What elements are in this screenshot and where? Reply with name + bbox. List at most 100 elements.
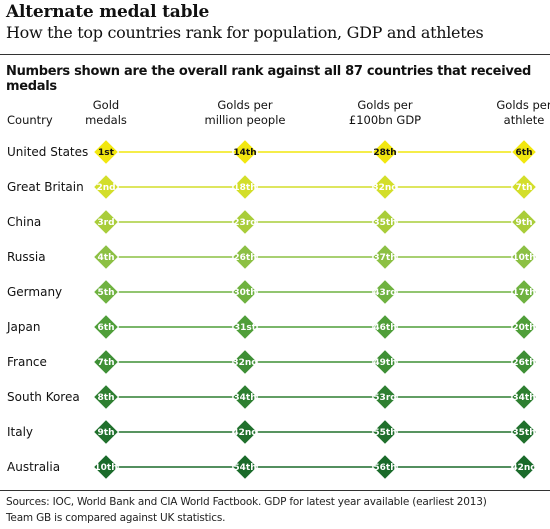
rank-label-france-3: 26th xyxy=(512,358,535,368)
marker-russia-0 xyxy=(92,243,120,271)
rank-label-united-states-3: 6th xyxy=(516,148,533,158)
marker-germany-2 xyxy=(371,278,399,306)
marker-australia-3 xyxy=(510,453,538,481)
marker-australia-0 xyxy=(92,453,120,481)
rank-label-south-korea-1: 34th xyxy=(233,393,256,403)
rank-label-japan-1: 31st xyxy=(234,323,257,333)
rank-label-germany-3: 17th xyxy=(512,288,535,298)
country-label-italy: Italy xyxy=(7,425,33,439)
country-label-germany: Germany xyxy=(7,285,62,299)
marker-france-1 xyxy=(231,348,259,376)
marker-china-1 xyxy=(231,208,259,236)
marker-south-korea-3 xyxy=(510,383,538,411)
marker-france-3 xyxy=(510,348,538,376)
marker-germany-0 xyxy=(92,278,120,306)
chart-title: Alternate medal table xyxy=(6,2,210,22)
country-label-great-britain: Great Britain xyxy=(7,180,84,194)
rank-label-united-states-1: 14th xyxy=(233,148,256,158)
rank-label-china-1: 23rd xyxy=(233,218,256,228)
marker-united-states-2 xyxy=(371,138,399,166)
rank-label-australia-2: 56th xyxy=(373,463,396,473)
rank-label-japan-2: 46th xyxy=(373,323,396,333)
marker-united-states-3 xyxy=(510,138,538,166)
rank-label-germany-0: 5th xyxy=(98,288,115,298)
marker-france-0 xyxy=(92,348,120,376)
divider-bottom xyxy=(0,490,550,491)
marker-italy-1 xyxy=(231,418,259,446)
country-label-china: China xyxy=(7,215,41,229)
rank-label-italy-3: 35th xyxy=(512,428,535,438)
rank-label-great-britain-2: 32nd xyxy=(372,183,397,193)
marker-great-britain-3 xyxy=(510,173,538,201)
chart-note: Numbers shown are the overall rank again… xyxy=(6,64,532,94)
rank-label-italy-0: 9th xyxy=(98,428,115,438)
marker-china-0 xyxy=(92,208,120,236)
marker-great-britain-2 xyxy=(371,173,399,201)
marker-china-3 xyxy=(510,208,538,236)
marker-germany-3 xyxy=(510,278,538,306)
rank-label-south-korea-0: 8th xyxy=(98,393,115,403)
row-header-country: Country xyxy=(7,113,53,127)
marker-japan-0 xyxy=(92,313,120,341)
footer-note: Team GB is compared against UK statistic… xyxy=(6,512,226,524)
marker-united-states-0 xyxy=(92,138,120,166)
marker-japan-1 xyxy=(231,313,259,341)
marker-south-korea-0 xyxy=(92,383,120,411)
country-label-france: France xyxy=(7,355,47,369)
rank-label-united-states-2: 28th xyxy=(373,148,396,158)
marker-russia-1 xyxy=(231,243,259,271)
rank-label-australia-1: 54th xyxy=(233,463,256,473)
rank-label-russia-0: 4th xyxy=(98,253,115,263)
rank-markers: 1st 14th 28th 6th 2nd 18th 32nd 7th 3rd 23rd 35th 9… xyxy=(92,138,538,481)
column-header-2-line-0: Golds per xyxy=(357,98,412,112)
rank-label-france-1: 32nd xyxy=(232,358,257,368)
country-label-russia: Russia xyxy=(7,250,46,264)
marker-france-2 xyxy=(371,348,399,376)
marker-great-britain-1 xyxy=(231,173,259,201)
country-label-australia: Australia xyxy=(7,460,60,474)
rank-label-australia-0: 10th xyxy=(94,463,117,473)
country-label-south-korea: South Korea xyxy=(7,390,80,404)
country-label-japan: Japan xyxy=(6,320,40,334)
marker-china-2 xyxy=(371,208,399,236)
column-header-3-line-0: Golds per xyxy=(496,98,550,112)
column-header-1-line-1: million people xyxy=(205,113,286,127)
marker-south-korea-1 xyxy=(231,383,259,411)
marker-italy-0 xyxy=(92,418,120,446)
marker-south-korea-2 xyxy=(371,383,399,411)
divider-top xyxy=(0,54,550,55)
rank-label-china-2: 35th xyxy=(373,218,396,228)
column-header-1-line-0: Golds per xyxy=(217,98,272,112)
source-text: Sources: IOC, World Bank and CIA World F… xyxy=(6,496,487,508)
rank-label-italy-2: 55th xyxy=(373,428,396,438)
chart-subtitle: How the top countries rank for populatio… xyxy=(6,23,484,42)
rank-label-japan-3: 20th xyxy=(512,323,535,333)
marker-japan-2 xyxy=(371,313,399,341)
rank-label-united-states-0: 1st xyxy=(98,148,115,158)
connector-lines xyxy=(118,151,512,468)
rank-label-france-2: 49th xyxy=(373,358,396,368)
marker-japan-3 xyxy=(510,313,538,341)
rank-label-great-britain-3: 7th xyxy=(516,183,533,193)
column-header-3-line-1: athlete xyxy=(504,113,545,127)
marker-russia-3 xyxy=(510,243,538,271)
rank-label-south-korea-3: 34th xyxy=(512,393,535,403)
rank-label-russia-3: 10th xyxy=(512,253,535,263)
rank-label-germany-2: 43rd xyxy=(373,288,396,298)
marker-italy-2 xyxy=(371,418,399,446)
column-header-2-line-1: £100bn GDP xyxy=(349,113,421,127)
column-header-0-line-0: Gold xyxy=(93,98,119,112)
marker-great-britain-0 xyxy=(92,173,120,201)
marker-italy-3 xyxy=(510,418,538,446)
marker-germany-1 xyxy=(231,278,259,306)
rank-label-south-korea-2: 53rd xyxy=(373,393,396,403)
marker-australia-1 xyxy=(231,453,259,481)
rank-label-germany-1: 30th xyxy=(233,288,256,298)
column-header-0-line-1: medals xyxy=(85,113,127,127)
rank-label-australia-3: 42nd xyxy=(511,463,536,473)
rank-label-china-0: 3rd xyxy=(97,218,114,228)
marker-united-states-1 xyxy=(231,138,259,166)
rank-label-france-0: 7th xyxy=(98,358,115,368)
